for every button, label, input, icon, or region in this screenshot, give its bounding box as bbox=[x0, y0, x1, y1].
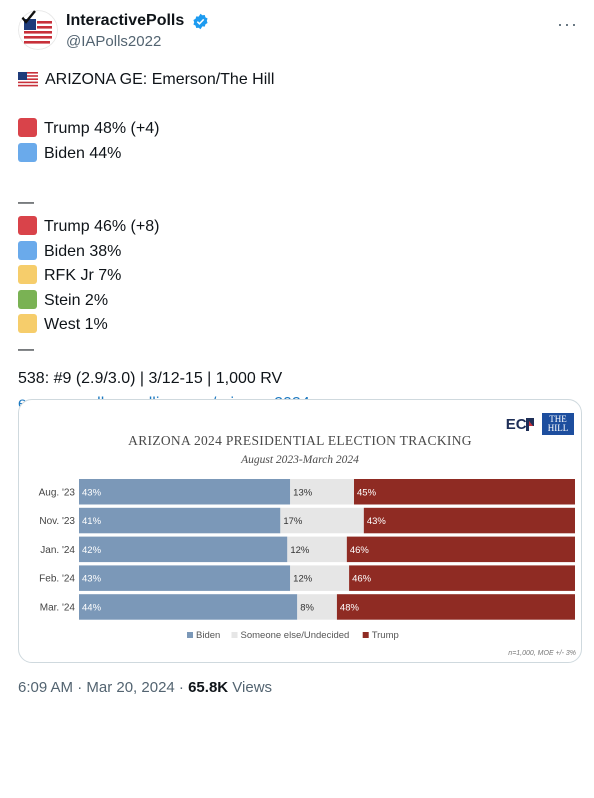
category-label: Feb. '24 bbox=[39, 574, 75, 585]
tweet-header: InteractivePolls @IAPolls2022 ··· bbox=[18, 10, 578, 56]
data-label: 48% bbox=[340, 602, 360, 613]
stacked-bar-chart: Aug. '23 43% 13% 45% Nov. '23 41% 17% 43% Jan. '… bbox=[39, 479, 575, 641]
blue-square-icon bbox=[18, 142, 37, 162]
data-label: 12% bbox=[290, 545, 310, 556]
bar-segment bbox=[336, 594, 575, 620]
the-hill-logo-bottom: HILL bbox=[547, 423, 569, 433]
legend-swatch bbox=[187, 632, 193, 638]
views-label: Views bbox=[228, 679, 273, 696]
poll-line: Biden 38% bbox=[44, 242, 122, 260]
bar-segment bbox=[290, 565, 350, 591]
data-label: 45% bbox=[357, 487, 377, 498]
poll-line: Trump 48% (+4) bbox=[44, 120, 160, 137]
headline-line: ARIZONA GE: Emerson/The Hill bbox=[18, 68, 578, 93]
category-label: Mar. '24 bbox=[40, 602, 76, 613]
poll-line: Stein 2% bbox=[44, 291, 109, 309]
data-label: 43% bbox=[367, 516, 387, 527]
data-label: 43% bbox=[82, 487, 102, 498]
account-handle[interactable]: @IAPolls2022 bbox=[66, 33, 162, 51]
avatar[interactable] bbox=[18, 10, 58, 50]
rating-line: 538: #9 (2.9/3.0) | 3/12-15 | 1,000 RV bbox=[18, 370, 283, 387]
publisher-logos: EC THE HILL bbox=[506, 413, 574, 435]
more-options-icon[interactable]: ··· bbox=[557, 14, 578, 34]
blue-square-icon bbox=[18, 240, 37, 260]
bar-segment bbox=[287, 536, 347, 563]
legend-label: Biden bbox=[196, 630, 220, 641]
verified-badge-icon bbox=[193, 13, 208, 29]
legend-label: Trump bbox=[372, 630, 399, 641]
the-hill-logo-top: THE bbox=[549, 414, 567, 424]
yellow-square-icon bbox=[18, 314, 37, 333]
tweet-meta: 6:09 AM · Mar 20, 2024 · 65.8K Views bbox=[18, 679, 272, 696]
category-label: Aug. '23 bbox=[39, 487, 76, 498]
legend-label: Someone else/Undecided bbox=[241, 630, 350, 641]
bar-segment bbox=[354, 479, 575, 505]
bar-segment bbox=[349, 565, 575, 591]
data-label: 46% bbox=[350, 545, 370, 556]
emerson-logo: EC bbox=[505, 415, 527, 433]
poll-line: West 1% bbox=[44, 316, 108, 333]
bar-segment bbox=[79, 594, 298, 620]
data-label: 8% bbox=[300, 602, 314, 613]
poll-line: Trump 46% (+8) bbox=[44, 218, 160, 235]
link-card-image[interactable]: EC THE HILL ARIZONA 2024 PRESIDENTIAL ELE… bbox=[18, 399, 582, 663]
red-square-icon bbox=[18, 216, 37, 235]
data-label: 43% bbox=[82, 574, 102, 585]
category-label: Jan. '24 bbox=[40, 545, 75, 556]
data-label: 42% bbox=[82, 545, 102, 556]
data-label: 46% bbox=[352, 574, 372, 585]
the-hill-logo: THE HILL bbox=[542, 413, 574, 435]
yellow-square-icon bbox=[18, 265, 37, 284]
sample-note: n=1,000, MOE +/- 3% bbox=[508, 650, 576, 657]
display-name[interactable]: InteractivePolls bbox=[66, 12, 185, 29]
poll-line: Biden 44% bbox=[44, 144, 122, 162]
headline-text: ARIZONA GE: Emerson/The Hill bbox=[45, 71, 275, 88]
data-label: 41% bbox=[82, 516, 102, 527]
chart-subtitle: August 2023-March 2024 bbox=[241, 454, 359, 466]
bar-segment bbox=[79, 479, 291, 505]
bar-segment bbox=[79, 565, 291, 591]
data-label: 17% bbox=[283, 516, 303, 527]
timestamp[interactable]: 6:09 AM · Mar 20, 2024 · bbox=[18, 679, 189, 696]
legend-swatch bbox=[362, 632, 369, 638]
red-square-icon bbox=[18, 118, 37, 137]
us-flag-icon bbox=[18, 72, 38, 87]
separator: — bbox=[18, 340, 34, 358]
views-count: 65.8K bbox=[188, 679, 229, 696]
bar-segment bbox=[297, 594, 337, 620]
bar-segment bbox=[79, 507, 281, 534]
legend-swatch bbox=[231, 632, 238, 638]
green-square-icon bbox=[18, 289, 37, 309]
separator: — bbox=[18, 193, 34, 211]
chart-title: ARIZONA 2024 PRESIDENTIAL ELECTION TRACK… bbox=[128, 433, 472, 448]
data-label: 12% bbox=[293, 574, 313, 585]
data-label: 44% bbox=[82, 602, 102, 613]
bar-segment bbox=[79, 536, 288, 563]
bar-segment bbox=[280, 507, 364, 534]
bar-segment bbox=[363, 507, 575, 534]
data-label: 13% bbox=[293, 487, 313, 498]
tweet-text: ARIZONA GE: Emerson/The Hill Trump 48% (… bbox=[18, 68, 578, 416]
ballot-flag-icon bbox=[18, 10, 58, 50]
poll-line: RFK Jr 7% bbox=[44, 267, 122, 284]
emerson-logo-mark-icon bbox=[525, 417, 534, 431]
category-label: Nov. '23 bbox=[39, 516, 75, 527]
bar-segment bbox=[346, 536, 575, 563]
bar-segment bbox=[290, 479, 355, 505]
